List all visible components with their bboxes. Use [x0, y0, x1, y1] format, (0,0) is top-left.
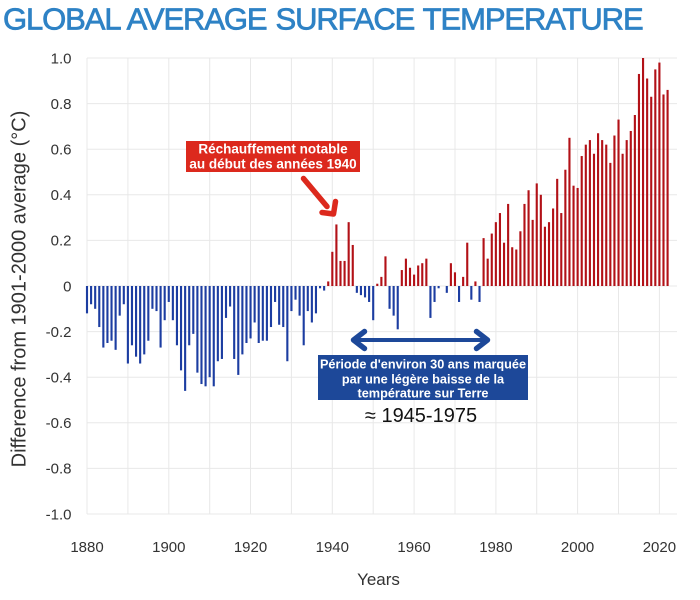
svg-text:1900: 1900 — [152, 539, 185, 556]
svg-text:-0.8: -0.8 — [46, 461, 72, 478]
svg-text:2000: 2000 — [561, 539, 594, 556]
svg-text:Réchauffement notable: Réchauffement notable — [198, 141, 348, 156]
svg-text:0: 0 — [63, 278, 71, 295]
svg-text:Difference from 1901-2000 aver: Difference from 1901-2000 average (°C) — [9, 111, 31, 468]
svg-text:par une légère baisse de la: par une légère baisse de la — [342, 373, 505, 387]
svg-text:1920: 1920 — [234, 539, 267, 556]
svg-text:au début des années 1940: au début des années 1940 — [189, 157, 356, 172]
svg-text:1880: 1880 — [70, 539, 103, 556]
svg-text:-0.4: -0.4 — [46, 370, 72, 387]
svg-text:Période d'environ 30 ans marqu: Période d'environ 30 ans marquée — [320, 358, 526, 372]
svg-text:1980: 1980 — [479, 539, 512, 556]
svg-text:1.0: 1.0 — [51, 50, 72, 67]
svg-text:0.2: 0.2 — [51, 233, 72, 250]
svg-text:Years: Years — [357, 570, 400, 589]
svg-text:-0.6: -0.6 — [46, 415, 72, 432]
svg-text:≈ 1945-1975: ≈ 1945-1975 — [365, 405, 477, 427]
svg-text:1940: 1940 — [316, 539, 349, 556]
svg-text:0.4: 0.4 — [51, 187, 72, 204]
svg-text:2020: 2020 — [643, 539, 676, 556]
svg-text:0.8: 0.8 — [51, 96, 72, 113]
svg-text:0.6: 0.6 — [51, 142, 72, 159]
svg-text:-0.2: -0.2 — [46, 324, 72, 341]
svg-text:1960: 1960 — [397, 539, 430, 556]
svg-text:-1.0: -1.0 — [46, 506, 72, 523]
svg-text:GLOBAL AVERAGE SURFACE TEMPERA: GLOBAL AVERAGE SURFACE TEMPERATURE — [3, 2, 643, 37]
svg-text:température sur Terre: température sur Terre — [358, 387, 489, 401]
